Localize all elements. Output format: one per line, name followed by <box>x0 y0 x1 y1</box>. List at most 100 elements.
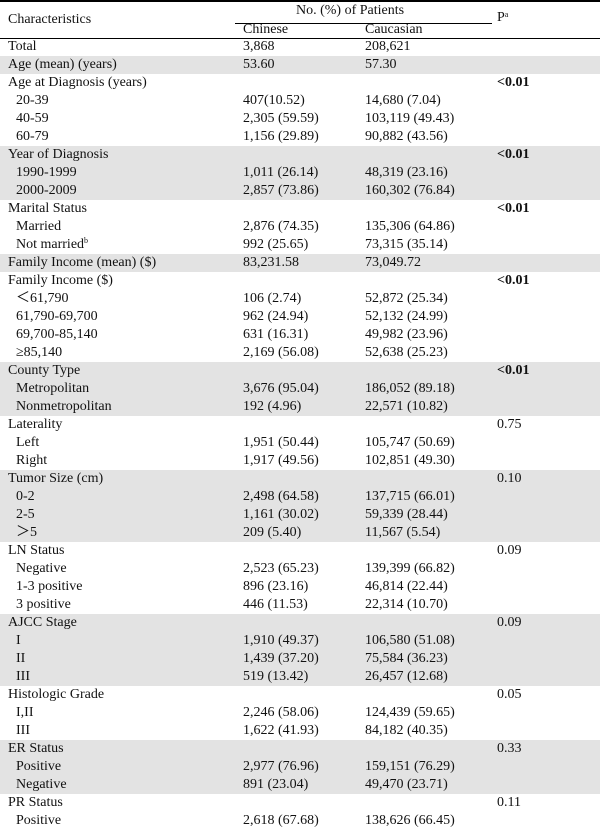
row-label: Right <box>16 453 48 468</box>
table-top-rule <box>0 0 600 2</box>
group-title: Year of Diagnosis <box>8 147 109 162</box>
header-p: Pa <box>497 10 508 26</box>
caucasian-value: 103,119 (49.43) <box>365 111 455 126</box>
row-label: 69,700-85,140 <box>16 327 98 342</box>
caucasian-value: 139,399 (66.82) <box>365 561 455 576</box>
chinese-value: 631 (16.31) <box>243 327 309 342</box>
group-header-row: LN Status 0.09 <box>0 542 600 560</box>
table-row: 3 positive 446 (11.53) 22,314 (10.70) <box>0 596 600 614</box>
p-value: <0.01 <box>497 273 530 288</box>
chinese-value: 1,439 (37.20) <box>243 651 319 666</box>
caucasian-value: 106,580 (51.08) <box>365 633 455 648</box>
table-row: III 519 (13.42) 26,457 (12.68) <box>0 668 600 686</box>
caucasian-value: 14,680 (7.04) <box>365 93 441 108</box>
row-label: Negative <box>16 561 67 576</box>
row-label: 61,790-69,700 <box>16 309 98 324</box>
row-label: ＜61,790 <box>16 291 69 306</box>
caucasian-value: 22,571 (10.82) <box>365 399 448 414</box>
group-title: Histologic Grade <box>8 687 105 702</box>
row-label: I <box>16 633 21 648</box>
chinese-value: 2,246 (58.06) <box>243 705 319 720</box>
group-title: Laterality <box>8 417 63 432</box>
chinese-value: 446 (11.53) <box>243 597 308 612</box>
chinese-value: 192 (4.96) <box>243 399 302 414</box>
chinese-value: 1,156 (29.89) <box>243 129 319 144</box>
row-label: ≥85,140 <box>16 345 63 360</box>
header-chinese: Chinese <box>243 22 289 37</box>
caucasian-value: 49,982 (23.96) <box>365 327 448 342</box>
table-header: Characteristics No. (%) of Patients Chin… <box>0 2 600 39</box>
chinese-value: 992 (25.65) <box>243 237 309 252</box>
p-value: 0.10 <box>497 471 522 486</box>
chinese-value: 1,917 (49.56) <box>243 453 319 468</box>
p-value: <0.01 <box>497 75 530 90</box>
table-row: Total 3,868 208,621 <box>0 38 600 56</box>
table-row: Negative 2,523 (65.23) 139,399 (66.82) <box>0 560 600 578</box>
row-label: Family Income (mean) ($) <box>8 255 157 270</box>
row-label: ＞5 <box>16 525 37 540</box>
chinese-value: 2,857 (73.86) <box>243 183 319 198</box>
group-header-row: ER Status 0.33 <box>0 740 600 758</box>
caucasian-value: 52,132 (24.99) <box>365 309 448 324</box>
caucasian-value: 73,315 (35.14) <box>365 237 448 252</box>
group-header-row: Marital Status <0.01 <box>0 200 600 218</box>
row-label: Positive <box>16 759 62 774</box>
header-p-text: P <box>497 10 505 25</box>
caucasian-value: 105,747 (50.69) <box>365 435 455 450</box>
table-row: Family Income (mean) ($) 83,231.58 73,049.… <box>0 254 600 272</box>
table-row: Left 1,951 (50.44) 105,747 (50.69) <box>0 434 600 452</box>
table-row: III 1,622 (41.93) 84,182 (40.35) <box>0 722 600 740</box>
group-title: AJCC Stage <box>8 615 77 630</box>
row-label: 1-3 positive <box>16 579 83 594</box>
p-value: <0.01 <box>497 147 530 162</box>
row-label: Not marriedb <box>16 236 89 252</box>
group-title: LN Status <box>8 543 65 558</box>
caucasian-value: 90,882 (43.56) <box>365 129 448 144</box>
table-row: Nonmetropolitan 192 (4.96) 22,571 (10.82) <box>0 398 600 416</box>
chinese-value: 1,951 (50.44) <box>243 435 319 450</box>
table-row: ≥85,140 2,169 (56.08) 52,638 (25.23) <box>0 344 600 362</box>
chinese-value: 896 (23.16) <box>243 579 309 594</box>
caucasian-value: 46,814 (22.44) <box>365 579 448 594</box>
p-value: <0.01 <box>497 201 530 216</box>
chinese-value: 2,498 (64.58) <box>243 489 319 504</box>
caucasian-value: 75,584 (36.23) <box>365 651 448 666</box>
table-row: Positive 2,977 (76.96) 159,151 (76.29) <box>0 758 600 776</box>
chinese-value: 83,231.58 <box>243 255 299 270</box>
caucasian-value: 73,049.72 <box>365 255 421 270</box>
header-caucasian: Caucasian <box>365 22 423 37</box>
caucasian-value: 186,052 (89.18) <box>365 381 455 396</box>
table-row: 1990-1999 1,011 (26.14) 48,319 (23.16) <box>0 164 600 182</box>
p-value: 0.33 <box>497 741 522 756</box>
table-row: Metropolitan 3,676 (95.04) 186,052 (89.18) <box>0 380 600 398</box>
chinese-value: 2,523 (65.23) <box>243 561 319 576</box>
caucasian-value: 138,626 (66.45) <box>365 813 455 828</box>
caucasian-value: 11,567 (5.54) <box>365 525 441 540</box>
chinese-value: 1,011 (26.14) <box>243 165 319 180</box>
table-row: ＜61,790 106 (2.74) 52,872 (25.34) <box>0 290 600 308</box>
chinese-value: 3,676 (95.04) <box>243 381 319 396</box>
caucasian-value: 49,470 (23.71) <box>365 777 448 792</box>
row-label: 1990-1999 <box>16 165 77 180</box>
table-row: I 1,910 (49.37) 106,580 (51.08) <box>0 632 600 650</box>
group-title: Tumor Size (cm) <box>8 471 104 486</box>
table-row: II 1,439 (37.20) 75,584 (36.23) <box>0 650 600 668</box>
caucasian-value: 159,151 (76.29) <box>365 759 455 774</box>
footnote-marker: b <box>84 236 89 245</box>
chinese-value: 53.60 <box>243 57 275 72</box>
table-row: Negative 891 (23.04) 49,470 (23.71) <box>0 776 600 794</box>
p-value: 0.05 <box>497 687 522 702</box>
caucasian-value: 160,302 (76.84) <box>365 183 455 198</box>
p-value: 0.09 <box>497 615 522 630</box>
row-label: 3 positive <box>16 597 71 612</box>
p-value: 0.09 <box>497 543 522 558</box>
row-label: Left <box>16 435 40 450</box>
chinese-value: 2,305 (59.59) <box>243 111 319 126</box>
caucasian-value: 102,851 (49.30) <box>365 453 455 468</box>
table-row: ＞5 209 (5.40) 11,567 (5.54) <box>0 524 600 542</box>
table-row: 2-5 1,161 (30.02) 59,339 (28.44) <box>0 506 600 524</box>
row-label: Total <box>8 39 37 54</box>
table-row: 20-39 407(10.52) 14,680 (7.04) <box>0 92 600 110</box>
table-row: 0-2 2,498 (64.58) 137,715 (66.01) <box>0 488 600 506</box>
row-label: Nonmetropolitan <box>16 399 112 414</box>
